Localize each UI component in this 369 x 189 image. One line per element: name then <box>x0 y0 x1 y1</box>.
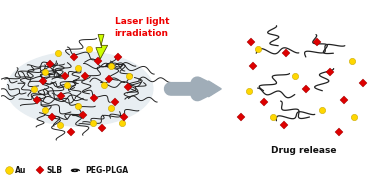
Text: Au: Au <box>15 166 27 175</box>
Text: Drug release: Drug release <box>271 146 337 156</box>
Text: SLB: SLB <box>46 166 63 175</box>
Polygon shape <box>96 34 108 59</box>
Circle shape <box>7 52 153 126</box>
Text: Laser light: Laser light <box>115 17 169 26</box>
FancyArrow shape <box>168 81 221 97</box>
Text: irradiation: irradiation <box>115 29 169 38</box>
Text: PEG-PLGA: PEG-PLGA <box>85 166 128 175</box>
